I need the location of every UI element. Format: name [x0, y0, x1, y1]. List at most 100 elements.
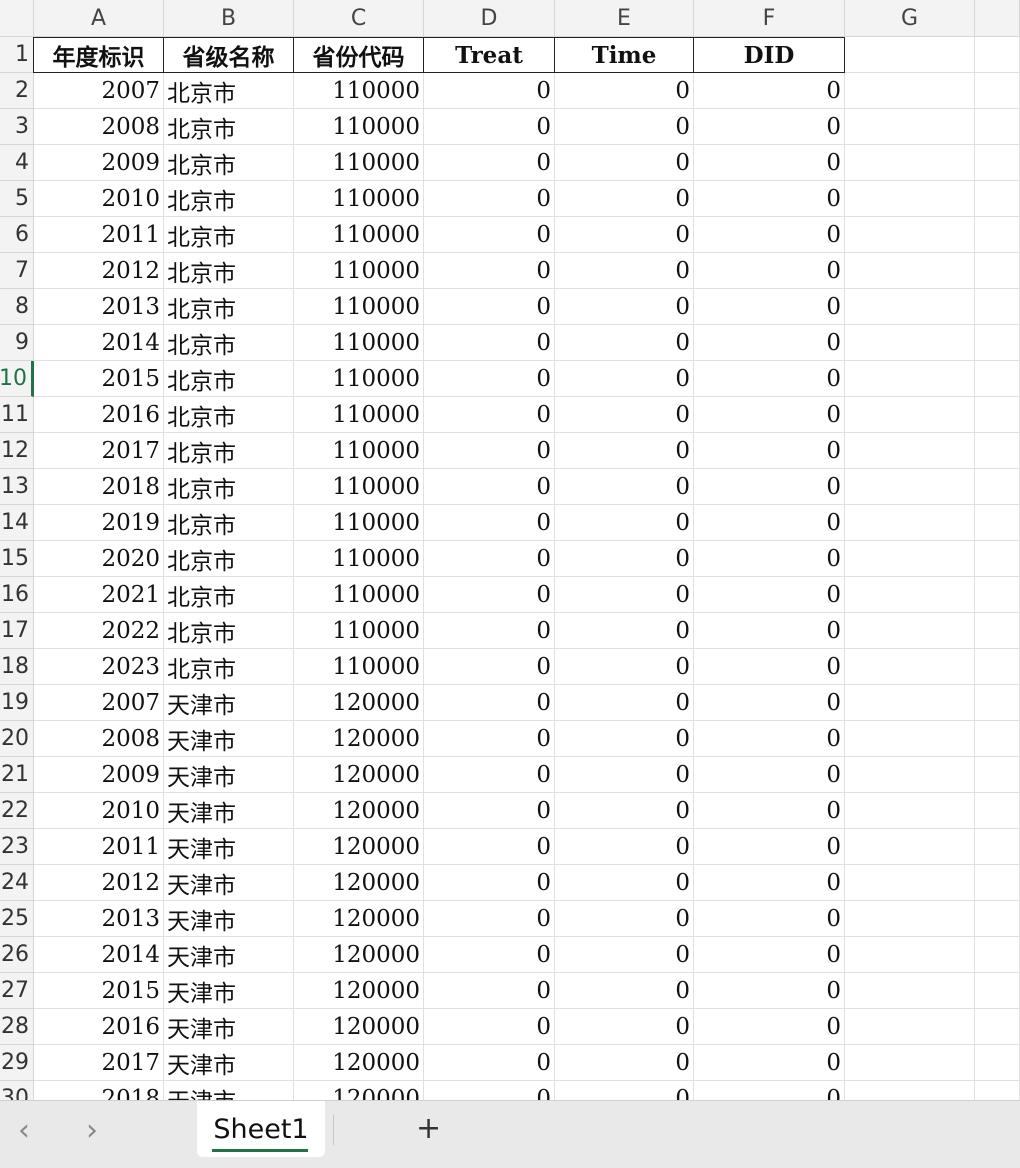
cell: 0 — [555, 505, 694, 541]
cell: 0 — [424, 325, 555, 361]
cell: 北京市 — [164, 181, 294, 217]
cell: 0 — [555, 577, 694, 613]
empty-cell — [975, 613, 1020, 649]
cell: 0 — [694, 973, 845, 1009]
cell: 110000 — [294, 505, 424, 541]
row-header: 25 — [0, 901, 34, 937]
cell: 0 — [555, 937, 694, 973]
row-header: 8 — [0, 289, 34, 325]
cell: 0 — [555, 901, 694, 937]
cell: 天津市 — [164, 685, 294, 721]
cell: 0 — [694, 289, 845, 325]
empty-cell — [975, 73, 1020, 109]
add-sheet-button[interactable]: + — [416, 1111, 442, 1146]
column-header: C — [294, 0, 424, 37]
cell: 2019 — [34, 505, 164, 541]
empty-cell — [975, 109, 1020, 145]
cell: 0 — [424, 577, 555, 613]
column-header: F — [694, 0, 845, 37]
cell: 110000 — [294, 325, 424, 361]
cell: 天津市 — [164, 1045, 294, 1081]
active-tab-underline — [212, 1149, 308, 1152]
cell: 110000 — [294, 469, 424, 505]
cell: 北京市 — [164, 109, 294, 145]
empty-cell — [845, 901, 975, 937]
cell: 110000 — [294, 433, 424, 469]
row-header: 22 — [0, 793, 34, 829]
cell: 2008 — [34, 109, 164, 145]
empty-cell — [975, 37, 1020, 73]
empty-cell — [975, 361, 1020, 397]
empty-cell — [975, 253, 1020, 289]
cell: 0 — [424, 73, 555, 109]
cell: 110000 — [294, 109, 424, 145]
cell: 0 — [555, 1045, 694, 1081]
cell: 0 — [424, 865, 555, 901]
empty-cell — [845, 109, 975, 145]
cell: 2010 — [34, 793, 164, 829]
cell: 北京市 — [164, 217, 294, 253]
cell: 0 — [694, 901, 845, 937]
header-cell: Time — [554, 37, 694, 73]
cell: 0 — [424, 1081, 555, 1100]
cell: 110000 — [294, 73, 424, 109]
cell: 0 — [694, 253, 845, 289]
cell: 2012 — [34, 865, 164, 901]
cell: 110000 — [294, 649, 424, 685]
empty-cell — [845, 469, 975, 505]
empty-cell — [845, 145, 975, 181]
cell: 0 — [555, 433, 694, 469]
cell: 北京市 — [164, 73, 294, 109]
row-header: 30 — [0, 1081, 34, 1100]
column-header: D — [424, 0, 555, 37]
empty-cell — [845, 289, 975, 325]
cell: 120000 — [294, 1081, 424, 1100]
cell: 0 — [694, 649, 845, 685]
empty-cell — [975, 289, 1020, 325]
cell: 2011 — [34, 217, 164, 253]
cell: 北京市 — [164, 289, 294, 325]
empty-cell — [975, 181, 1020, 217]
cell: 2017 — [34, 1045, 164, 1081]
cell: 0 — [555, 721, 694, 757]
cell: 110000 — [294, 361, 424, 397]
sheet-tab[interactable]: Sheet1 — [197, 1101, 325, 1157]
cell: 0 — [424, 721, 555, 757]
column-header: E — [555, 0, 694, 37]
empty-cell — [975, 505, 1020, 541]
cell: 0 — [694, 145, 845, 181]
cell: 0 — [555, 865, 694, 901]
cell: 北京市 — [164, 577, 294, 613]
cell: 0 — [694, 829, 845, 865]
cell: 0 — [694, 865, 845, 901]
cell: 2009 — [34, 145, 164, 181]
row-header: 29 — [0, 1045, 34, 1081]
cell: 0 — [694, 325, 845, 361]
empty-cell — [845, 649, 975, 685]
cell: 北京市 — [164, 613, 294, 649]
sheet-tab-bar: ‹ › Sheet1 + — [0, 1100, 1020, 1168]
cell: 110000 — [294, 397, 424, 433]
empty-cell — [845, 325, 975, 361]
cell: 0 — [555, 829, 694, 865]
prev-sheet-button[interactable]: ‹ — [18, 1113, 30, 1148]
empty-cell — [975, 433, 1020, 469]
empty-cell — [975, 793, 1020, 829]
cell: 北京市 — [164, 325, 294, 361]
cell: 0 — [424, 829, 555, 865]
cell: 120000 — [294, 1045, 424, 1081]
row-header: 7 — [0, 253, 34, 289]
empty-cell — [845, 217, 975, 253]
row-header: 5 — [0, 181, 34, 217]
empty-cell — [845, 721, 975, 757]
cell: 2014 — [34, 937, 164, 973]
next-sheet-button[interactable]: › — [86, 1113, 98, 1148]
row-header: 16 — [0, 577, 34, 613]
header-cell: 省份代码 — [293, 37, 424, 73]
cell: 120000 — [294, 937, 424, 973]
row-header: 2 — [0, 73, 34, 109]
cell: 北京市 — [164, 253, 294, 289]
cell: 2016 — [34, 397, 164, 433]
cell: 2021 — [34, 577, 164, 613]
